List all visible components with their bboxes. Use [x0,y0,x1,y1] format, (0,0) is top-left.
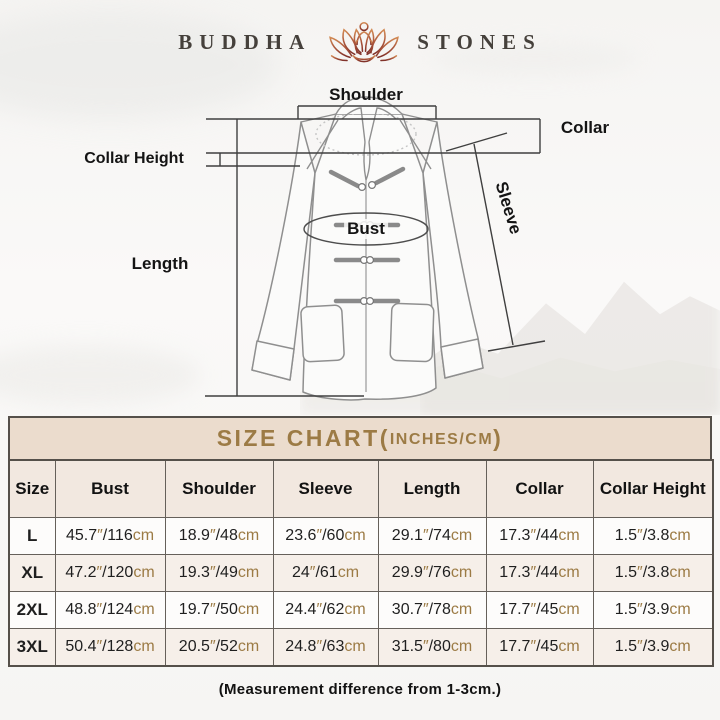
measurement-cell: 30.7″/78cm [377,591,487,629]
measurement-cell: 47.2″/120cm [54,554,166,592]
garment-measurement-diagram: Shoulder Collar Collar Height Bust Sleev… [0,70,720,405]
measurement-note: (Measurement difference from 1-3cm.) [218,681,502,698]
measurement-cell: 1.5″/3.9cm [592,591,714,629]
measurement-cell: 17.7″/45cm [485,628,594,667]
measurement-cell: 29.1″/74cm [377,517,487,555]
column-header-sleeve: Sleeve [272,459,379,518]
label-shoulder: Shoulder [329,85,403,104]
column-header-collar-height: Collar Height [592,459,714,518]
measurement-cell: 19.3″/49cm [164,554,274,592]
brand-name-left: BUDDHA [178,29,312,54]
table-row: 3XL 50.4″/128cm 20.5″/52cm 24.8″/63cm 31.5″/… [8,628,714,667]
measurement-cell: 31.5″/80cm [377,628,487,667]
measurement-cell: 17.3″/44cm [485,517,594,555]
measurement-cell: 24″/61cm [272,554,379,592]
size-chart-title: SIZE CHART(INCHES/CM) [8,416,712,461]
measurement-cell: 1.5″/3.8cm [592,554,714,592]
measurement-cell: 24.4″/62cm [272,591,379,629]
table-row: XL 47.2″/120cm 19.3″/49cm 24″/61cm 29.9″/76c… [8,554,714,592]
measurement-cell: 20.5″/52cm [164,628,274,667]
size-table-body: L 45.7″/116cm 18.9″/48cm 23.6″/60cm 29.1″/74… [8,517,714,667]
lotus-meditation-icon [329,21,400,63]
label-collar: Collar [560,118,610,137]
title-sub: INCHES/CM [389,431,494,448]
jacket-line-art [205,96,546,401]
table-header-row: Size Bust Shoulder Sleeve Length Collar … [8,459,714,518]
title-main: SIZE CHART( [216,425,390,451]
column-header-size: Size [8,459,56,518]
title-close: ) [493,425,504,451]
measurement-cell: 23.6″/60cm [272,517,379,555]
column-header-bust: Bust [54,459,166,518]
label-length: Length [131,254,189,273]
column-header-shoulder: Shoulder [164,459,274,518]
measurement-cell: 24.8″/63cm [272,628,379,667]
size-chart: SIZE CHART(INCHES/CM) Size Bust Shoulder… [8,416,714,667]
measurement-cell: 48.8″/124cm [54,591,166,629]
measurement-cell: 17.7″/45cm [485,591,594,629]
label-collar-height: Collar Height [84,150,184,167]
table-row: L 45.7″/116cm 18.9″/48cm 23.6″/60cm 29.1″/74… [8,517,714,555]
size-cell: 3XL [8,628,56,667]
size-cell: XL [8,554,56,592]
measurement-cell: 1.5″/3.8cm [592,517,714,555]
size-cell: L [8,517,56,555]
measurement-cell: 29.9″/76cm [377,554,487,592]
measurement-cell: 17.3″/44cm [485,554,594,592]
column-header-length: Length [377,459,487,518]
measurement-cell: 18.9″/48cm [164,517,274,555]
measurement-cell: 19.7″/50cm [164,591,274,629]
size-cell: 2XL [8,591,56,629]
measurement-cell: 1.5″/3.9cm [592,628,714,667]
measurement-cell: 45.7″/116cm [54,517,166,555]
column-header-collar: Collar [485,459,594,518]
label-bust: Bust [344,219,388,239]
size-table: Size Bust Shoulder Sleeve Length Collar … [8,459,714,667]
brand-name-right: STONES [417,29,542,54]
brand-logo: BUDDHA STONES [0,16,720,68]
measurement-cell: 50.4″/128cm [54,628,166,667]
table-row: 2XL 48.8″/124cm 19.7″/50cm 24.4″/62cm 30.7″/… [8,591,714,629]
